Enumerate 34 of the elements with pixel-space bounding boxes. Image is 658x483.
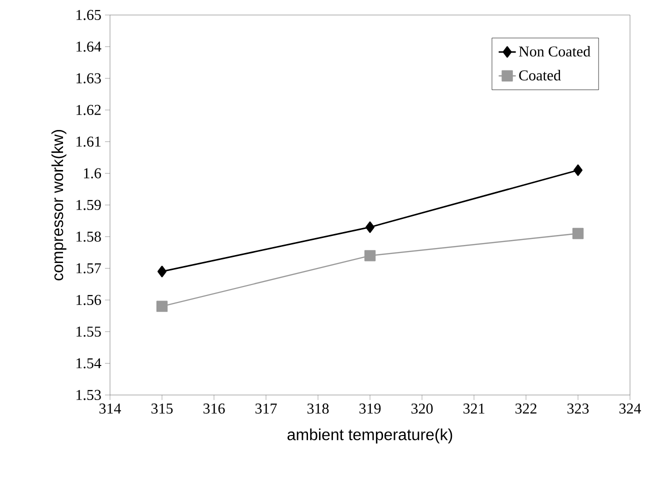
x-tick-label: 314 [99, 404, 122, 414]
y-tick-label: 1.65 [76, 10, 101, 20]
y-tick-label: 1.64 [76, 42, 102, 52]
legend-label: Non Coated [518, 46, 590, 57]
point [158, 266, 167, 278]
x-tick-label: 317 [255, 404, 277, 414]
point [366, 221, 375, 233]
x-tick-label: 320 [411, 404, 433, 414]
y-tick-label: 1.57 [76, 263, 102, 274]
y-tick-label: 1.6 [84, 168, 102, 178]
point [364, 250, 376, 262]
x-tick-label: 315 [151, 404, 173, 414]
point [156, 300, 168, 312]
x-axis-title: ambient temperature(k) [288, 428, 452, 444]
x-tick-label: 318 [307, 404, 329, 414]
y-tick-label: 1.59 [76, 200, 101, 210]
point [574, 164, 583, 176]
y-tick-label: 1.63 [76, 73, 101, 84]
x-tick-label: 322 [515, 404, 536, 414]
y-tick-label: 1.55 [76, 326, 101, 337]
x-tick-label: 319 [359, 404, 381, 414]
y-tick-label: 1.54 [76, 358, 102, 368]
x-tick-label: 324 [619, 404, 642, 414]
y-tick-label: 1.53 [76, 390, 101, 400]
y-tick-label: 1.62 [76, 104, 101, 116]
y-tick-label: 1.56 [76, 294, 102, 306]
y-axis-title: compressor work(kw) [51, 130, 66, 280]
point [572, 228, 584, 240]
y-tick-label: 1.58 [76, 232, 101, 242]
x-tick-label: 323 [567, 404, 589, 414]
legend-label: Coated [519, 70, 561, 80]
x-tick-label: 321 [463, 404, 484, 414]
x-tick-label: 316 [203, 404, 225, 414]
y-tick-label: 1.61 [76, 136, 101, 147]
